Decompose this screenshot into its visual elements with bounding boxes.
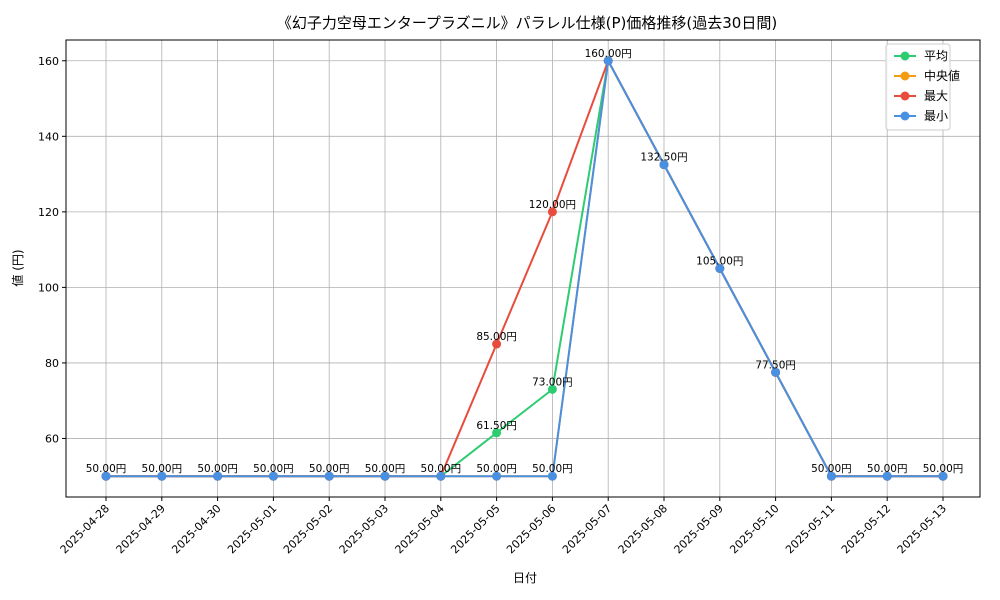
data-label: 50.00円 — [197, 463, 238, 475]
data-label: 50.00円 — [923, 463, 964, 475]
y-tick-label: 140 — [38, 130, 59, 143]
series-point — [492, 339, 502, 349]
legend-label: 中央値 — [924, 68, 960, 83]
y-tick-label: 80 — [45, 357, 59, 370]
y-tick-label: 60 — [45, 432, 59, 445]
grid-lines — [66, 40, 980, 497]
y-tick-label: 100 — [38, 281, 59, 294]
data-label: 132.50円 — [640, 152, 687, 164]
data-label: 50.00円 — [811, 463, 852, 475]
series-point — [324, 471, 334, 481]
legend-label: 最大 — [924, 89, 948, 103]
series-line — [106, 57, 943, 478]
data-label: 120.00円 — [529, 199, 576, 211]
legend-label: 最小 — [924, 109, 948, 123]
y-axis-label: 値 (円) — [10, 249, 25, 286]
series-point — [436, 471, 446, 481]
series-point — [771, 367, 781, 377]
data-label: 50.00円 — [253, 463, 294, 475]
series-point — [213, 471, 223, 481]
data-labels: 61.50円 73.00円 85.00円 120.00円 50.00円 50.00円 50.… — [86, 48, 964, 475]
legend-marker — [900, 71, 910, 81]
data-label: 50.00円 — [867, 463, 908, 475]
series-point — [938, 471, 948, 481]
y-tick-label: 160 — [38, 55, 59, 68]
series-point — [826, 471, 836, 481]
series-point — [603, 56, 613, 66]
legend-item: 中央値 — [894, 68, 960, 83]
legend-marker — [900, 111, 910, 121]
data-label: 50.00円 — [532, 463, 573, 475]
legend-box — [885, 43, 951, 131]
series-point — [659, 160, 669, 170]
series-point — [547, 471, 557, 481]
series-group — [101, 56, 948, 481]
series-最小 — [101, 56, 948, 481]
series-point — [492, 428, 502, 438]
data-label: 77.50円 — [755, 359, 796, 371]
data-label: 73.00円 — [532, 376, 573, 388]
series-point — [715, 264, 725, 273]
series-point — [547, 384, 557, 394]
series-point — [882, 471, 892, 481]
data-label: 61.50円 — [476, 420, 517, 432]
series-point — [492, 471, 502, 481]
legend-marker — [900, 91, 910, 101]
legend-item: 最小 — [894, 109, 948, 123]
series-point — [547, 207, 557, 217]
data-label: 50.00円 — [421, 463, 462, 475]
series-point — [380, 471, 390, 481]
series-point — [157, 471, 167, 481]
legend-item: 最大 — [894, 89, 948, 103]
legend-item: 平均 — [894, 49, 948, 63]
data-label: 50.00円 — [476, 463, 517, 475]
data-label: 160.00円 — [585, 48, 632, 60]
series-point — [268, 471, 278, 481]
data-label: 105.00円 — [696, 256, 743, 268]
legend-label: 平均 — [924, 49, 948, 63]
data-label: 50.00円 — [86, 463, 127, 475]
chart-title: 《幻子力空母エンタープラズニル》パラレル仕様(P)価格推移(過去30日間) — [277, 14, 777, 32]
data-label: 85.00円 — [476, 331, 517, 343]
y-tick-label: 120 — [38, 206, 59, 219]
data-label: 50.00円 — [365, 463, 406, 475]
series-point — [101, 471, 111, 481]
plot-area-frame — [65, 39, 981, 498]
data-label: 50.00円 — [309, 463, 350, 475]
data-label: 50.00円 — [142, 463, 183, 475]
x-axis-label: 日付 — [513, 571, 537, 585]
legend-marker — [900, 51, 910, 61]
